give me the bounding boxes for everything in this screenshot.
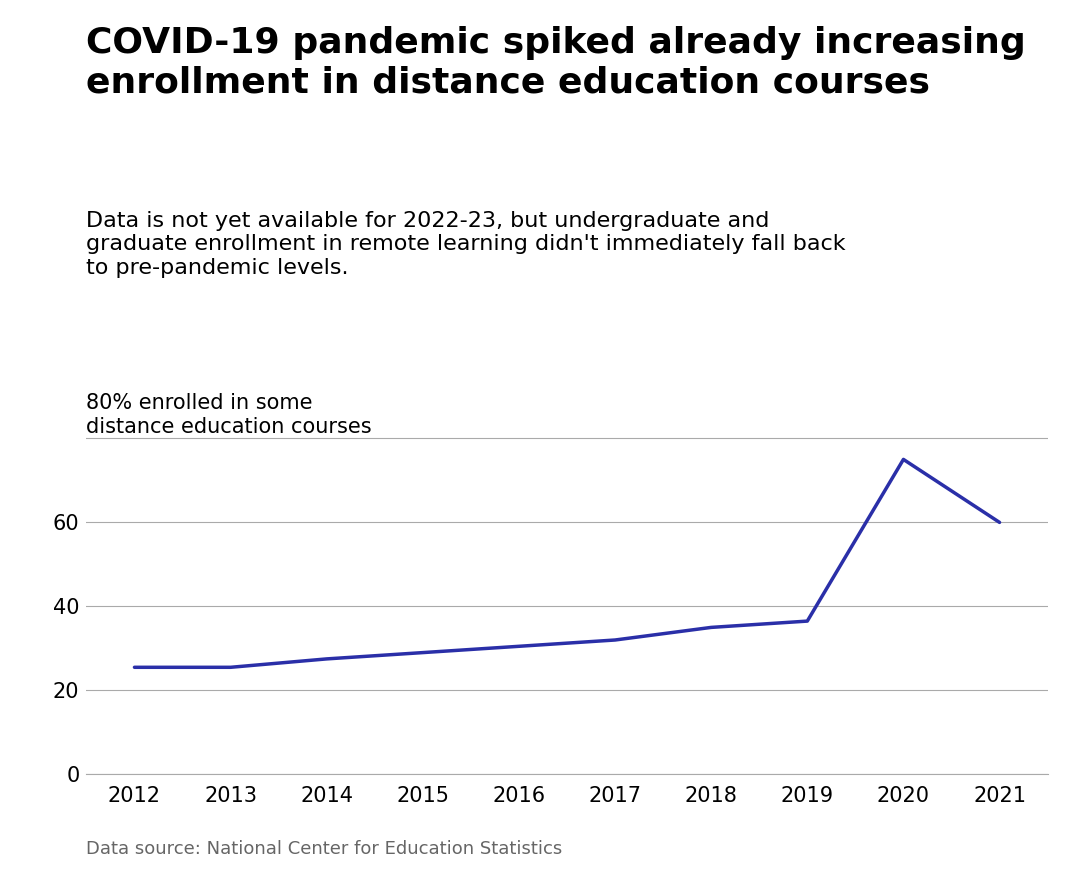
Text: Data is not yet available for 2022-23, but undergraduate and
graduate enrollment: Data is not yet available for 2022-23, b… (86, 211, 846, 277)
Text: COVID-19 pandemic spiked already increasing
enrollment in distance education cou: COVID-19 pandemic spiked already increas… (86, 26, 1026, 99)
Text: 80% enrolled in some
distance education courses: 80% enrolled in some distance education … (86, 393, 372, 436)
Text: Data source: National Center for Education Statistics: Data source: National Center for Educati… (86, 840, 563, 858)
